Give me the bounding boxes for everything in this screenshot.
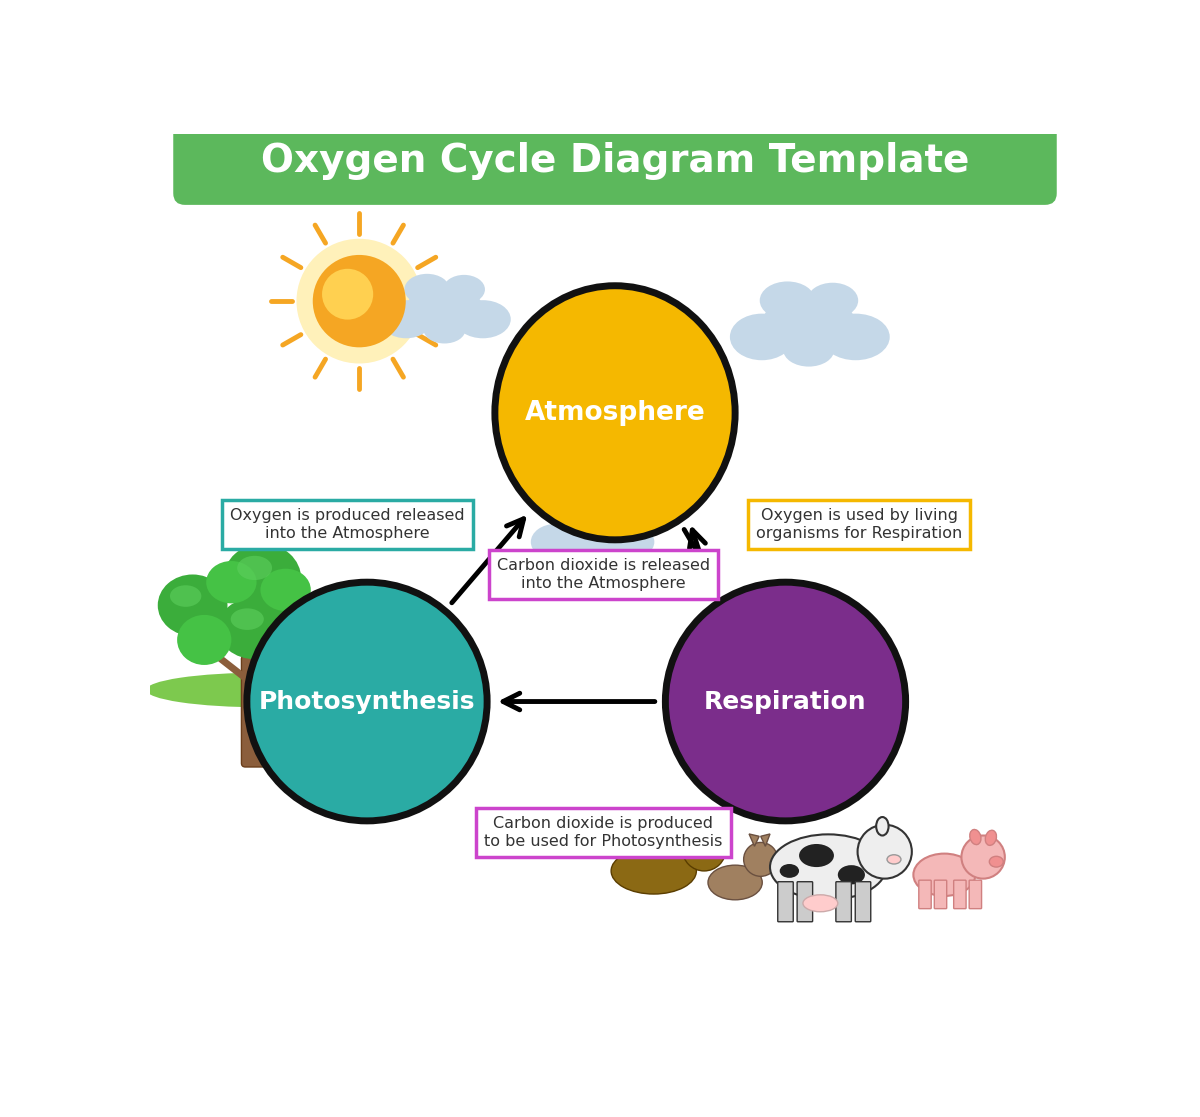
Ellipse shape (455, 300, 511, 338)
Ellipse shape (404, 274, 450, 305)
FancyBboxPatch shape (935, 880, 947, 908)
Ellipse shape (913, 853, 976, 896)
FancyBboxPatch shape (109, 878, 120, 906)
Ellipse shape (985, 830, 996, 846)
Ellipse shape (808, 283, 858, 318)
Text: Oxygen is produced released
into the Atmosphere: Oxygen is produced released into the Atm… (230, 508, 464, 541)
FancyBboxPatch shape (797, 881, 812, 922)
Ellipse shape (238, 556, 272, 580)
FancyBboxPatch shape (241, 656, 283, 767)
Ellipse shape (665, 582, 906, 821)
Text: Carbon dioxide is released
into the Atmosphere: Carbon dioxide is released into the Atmo… (497, 558, 710, 591)
FancyBboxPatch shape (778, 881, 793, 922)
Ellipse shape (289, 596, 343, 645)
Text: Atmosphere: Atmosphere (524, 400, 706, 426)
Ellipse shape (178, 614, 232, 665)
Ellipse shape (704, 823, 715, 839)
Circle shape (961, 836, 1004, 879)
FancyBboxPatch shape (836, 881, 851, 922)
Ellipse shape (822, 314, 889, 360)
Ellipse shape (556, 509, 628, 555)
Ellipse shape (230, 609, 264, 630)
Ellipse shape (170, 585, 202, 607)
Ellipse shape (989, 857, 1003, 867)
Text: Oxygen Cycle Diagram Template: Oxygen Cycle Diagram Template (260, 142, 970, 180)
Ellipse shape (406, 285, 482, 333)
Polygon shape (749, 834, 760, 847)
Ellipse shape (970, 830, 980, 844)
Ellipse shape (554, 499, 596, 528)
Circle shape (744, 842, 778, 877)
Ellipse shape (260, 569, 311, 611)
Text: Oxygen is used by living
organisms for Respiration: Oxygen is used by living organisms for R… (756, 508, 962, 541)
Ellipse shape (223, 544, 301, 613)
Ellipse shape (218, 598, 292, 659)
Ellipse shape (887, 855, 901, 865)
Ellipse shape (803, 895, 838, 911)
Ellipse shape (157, 574, 228, 636)
FancyBboxPatch shape (919, 880, 931, 908)
Ellipse shape (799, 844, 834, 867)
Ellipse shape (247, 582, 487, 821)
Text: Carbon dioxide is produced
to be used for Photosynthesis: Carbon dioxide is produced to be used fo… (484, 817, 722, 849)
Ellipse shape (530, 524, 581, 560)
FancyBboxPatch shape (970, 880, 982, 908)
Ellipse shape (876, 817, 888, 836)
Ellipse shape (611, 848, 696, 894)
Ellipse shape (780, 865, 799, 878)
FancyBboxPatch shape (74, 878, 85, 906)
Text: Photosynthesis: Photosynthesis (259, 689, 475, 714)
Ellipse shape (590, 500, 630, 527)
Ellipse shape (601, 524, 654, 560)
Ellipse shape (770, 834, 887, 900)
FancyBboxPatch shape (173, 116, 1057, 204)
Ellipse shape (206, 561, 257, 603)
FancyBboxPatch shape (856, 881, 871, 922)
Ellipse shape (760, 281, 815, 319)
Ellipse shape (424, 316, 466, 344)
Circle shape (322, 269, 373, 319)
FancyBboxPatch shape (59, 878, 70, 906)
Circle shape (683, 828, 726, 871)
FancyBboxPatch shape (954, 880, 966, 908)
Ellipse shape (708, 866, 762, 900)
Ellipse shape (572, 538, 612, 565)
Polygon shape (761, 834, 770, 847)
FancyBboxPatch shape (95, 878, 106, 906)
Ellipse shape (838, 866, 865, 885)
Ellipse shape (762, 295, 856, 354)
Text: Respiration: Respiration (704, 689, 866, 714)
Circle shape (296, 239, 422, 363)
Ellipse shape (380, 300, 432, 338)
Ellipse shape (494, 286, 736, 540)
Ellipse shape (443, 275, 485, 304)
Ellipse shape (730, 314, 794, 360)
Circle shape (858, 824, 912, 879)
Ellipse shape (146, 672, 379, 707)
Circle shape (313, 255, 406, 347)
Ellipse shape (784, 333, 834, 366)
